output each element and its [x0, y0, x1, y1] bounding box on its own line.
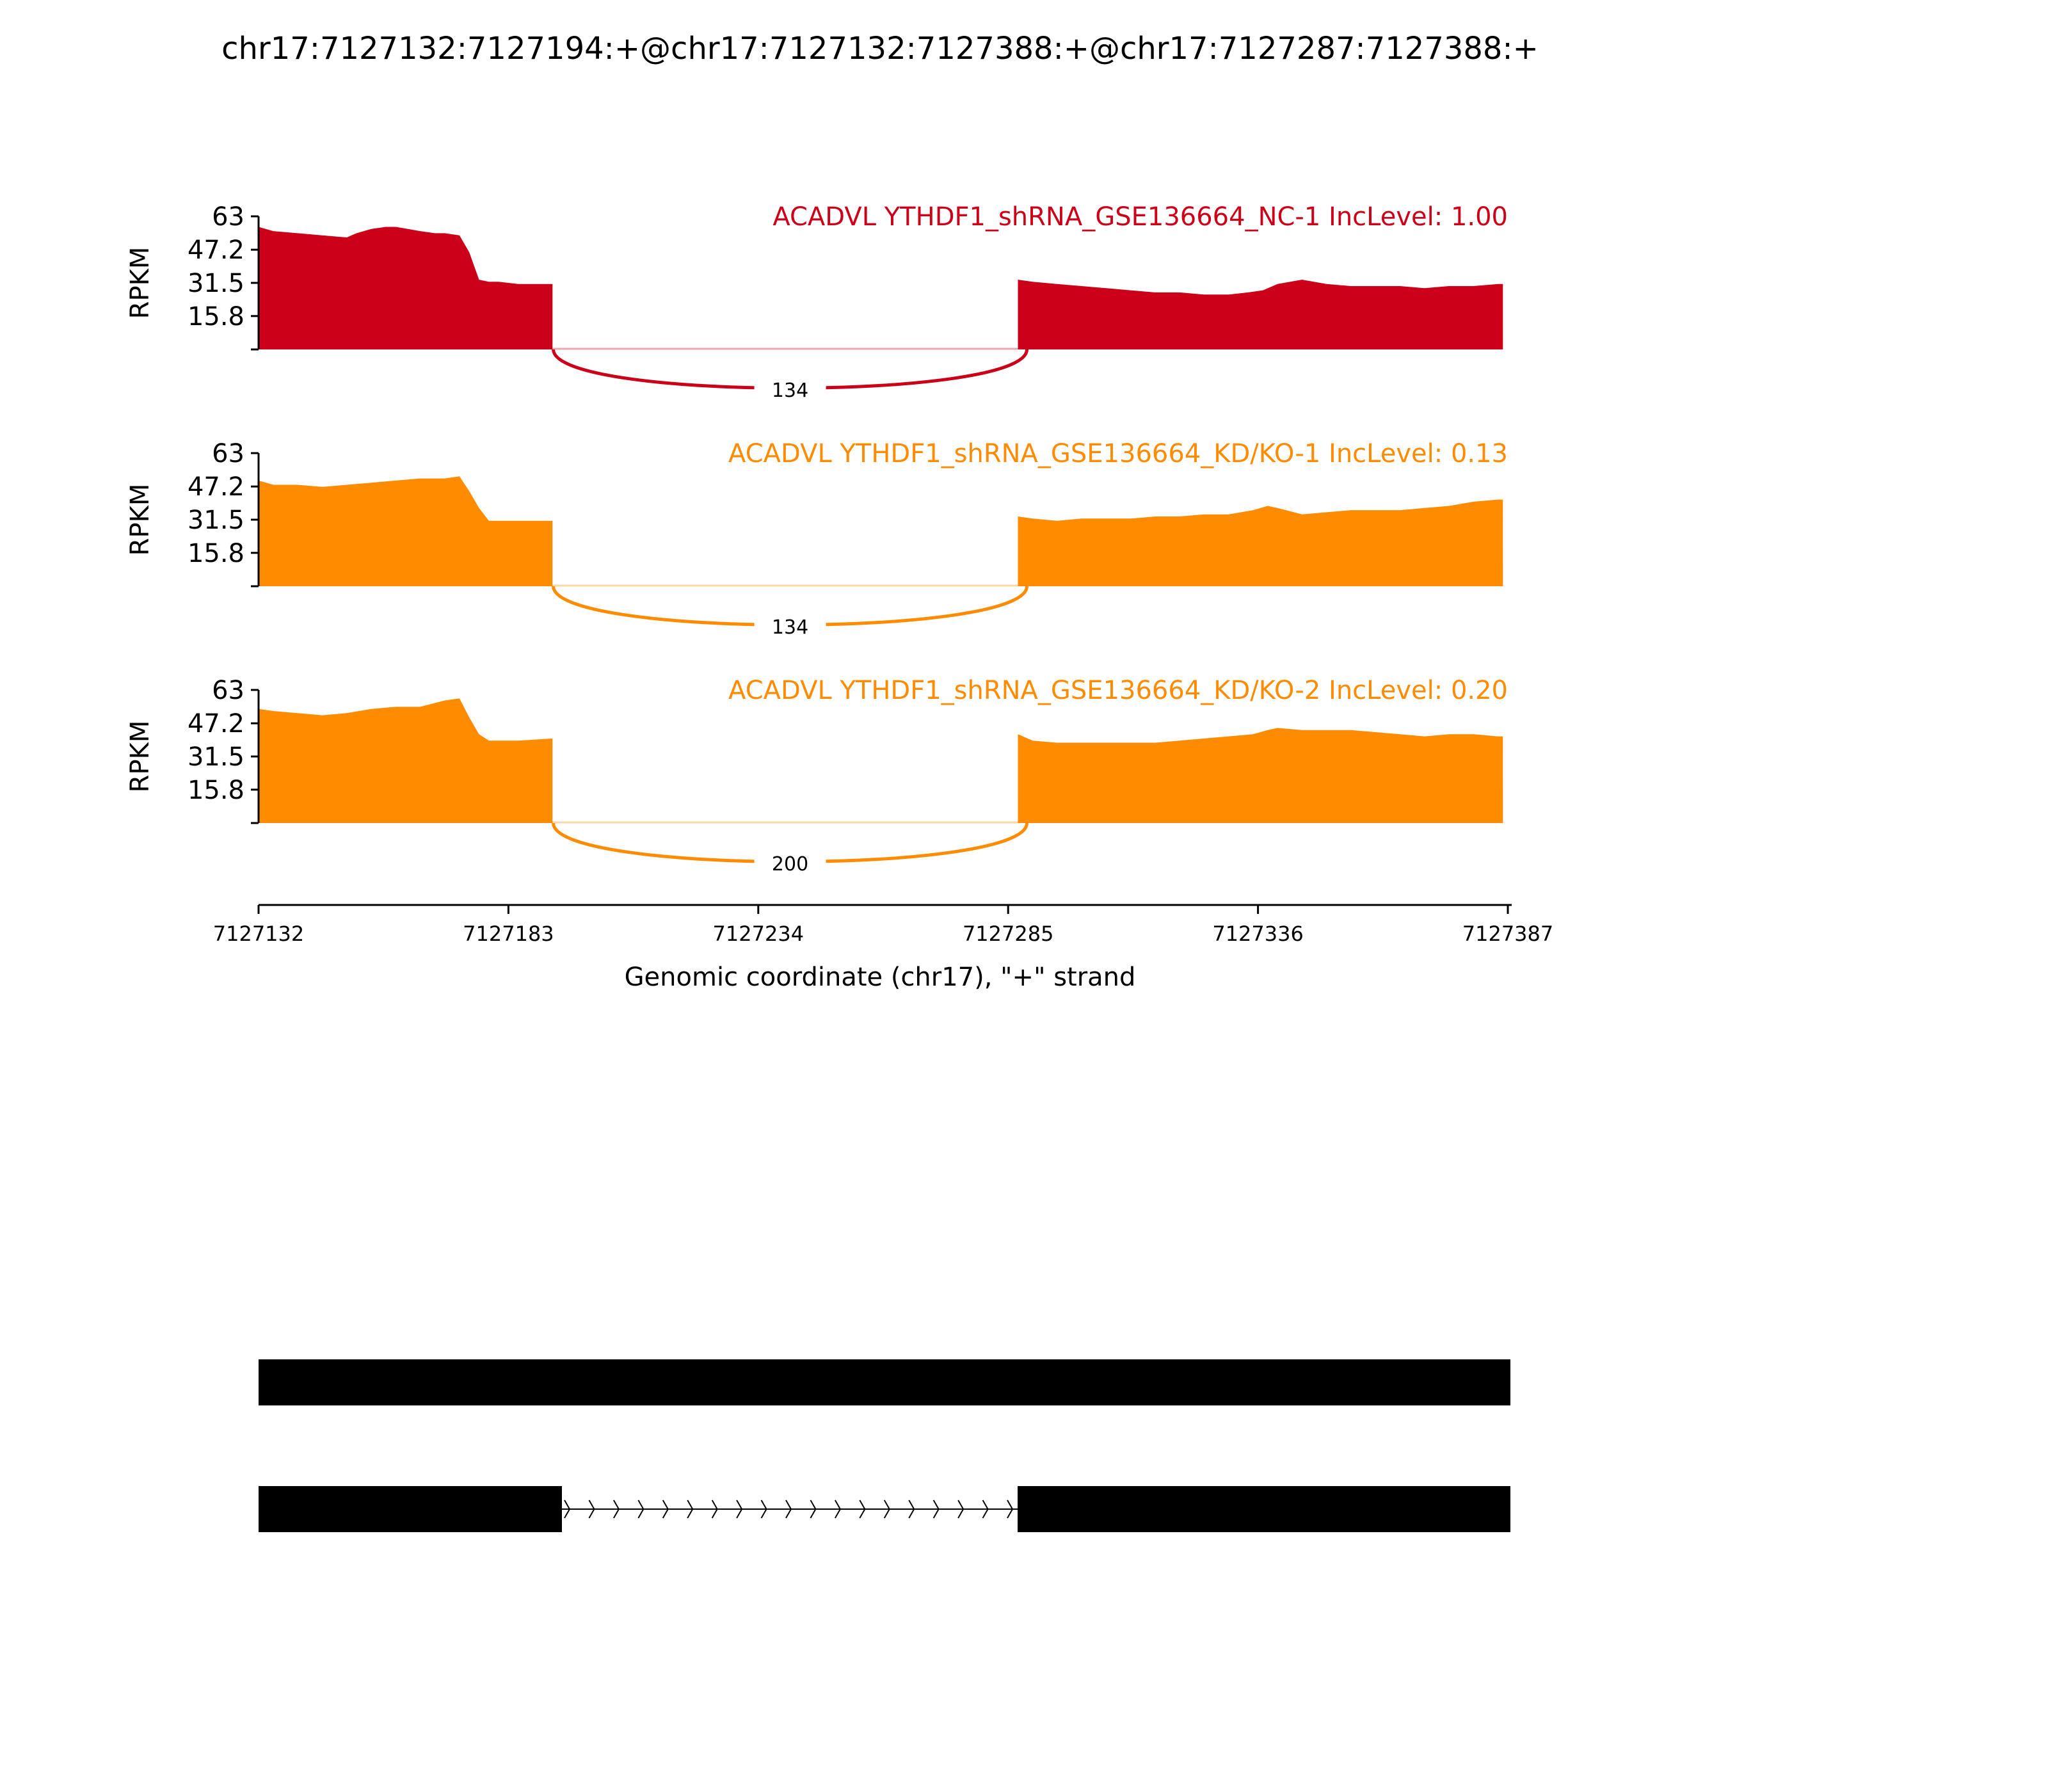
x-tick-label: 7127234	[713, 922, 804, 946]
intron-strand-arrow	[835, 1500, 842, 1519]
coverage-area-exon1	[259, 698, 553, 823]
intron-strand-arrow	[908, 1500, 915, 1519]
intron-strand-arrow	[810, 1500, 817, 1519]
figure-title: chr17:7127132:7127194:+@chr17:7127132:71…	[221, 31, 1539, 67]
coverage-area-exon2	[1018, 280, 1503, 349]
y-tick-label: 31.5	[188, 269, 244, 298]
isoform-2-exon-1	[259, 1486, 562, 1532]
track-label: ACADVL YTHDF1_shRNA_GSE136664_KD/KO-2 In…	[728, 676, 1508, 705]
y-tick-label: 47.2	[188, 709, 244, 739]
y-tick-label: 15.8	[188, 539, 244, 568]
track-label: ACADVL YTHDF1_shRNA_GSE136664_KD/KO-1 In…	[728, 439, 1508, 468]
coverage-area-exon2	[1018, 728, 1503, 823]
coverage-area-exon1	[259, 227, 553, 349]
track-1: 134 15.8 31.5 47.2 63 RPKM ACADVL YTHDF1_shRNA…	[125, 202, 1508, 403]
y-tick-label: 63	[212, 439, 244, 468]
intron-strand-arrow	[957, 1500, 964, 1519]
y-tick-label: 47.2	[188, 472, 244, 502]
intron-strand-arrow	[1007, 1500, 1014, 1519]
intron-strand-arrow	[982, 1500, 989, 1519]
x-axis: 7127132 7127183 7127234 7127285 7127336 71273…	[213, 904, 1554, 946]
junction-count: 134	[772, 616, 808, 639]
intron-strand-arrow	[932, 1500, 940, 1519]
intron-strand-arrow	[687, 1500, 694, 1519]
intron-strand-arrow	[883, 1500, 890, 1519]
track-2: 134 15.8 31.5 47.2 63 RPKM ACADVL YTHDF1_shRNA…	[125, 439, 1508, 640]
track-3: 200 15.8 31.547.2 63 RPKM ACADVL YTHDF1_shRNA…	[125, 676, 1508, 877]
intron-strand-arrow	[859, 1500, 866, 1519]
y-axis-label: RPKM	[125, 484, 155, 556]
y-tick-label: 63	[212, 202, 244, 232]
y-tick-label: 15.8	[188, 302, 244, 332]
intron-strand-arrow	[662, 1500, 669, 1519]
junction-count: 134	[772, 380, 808, 402]
y-tick-label: 31.5	[188, 506, 244, 535]
x-axis-label: Genomic coordinate (chr17), "+" strand	[625, 963, 1136, 992]
y-tick-label: 15.8	[188, 776, 244, 805]
x-tick-label: 7127132	[213, 922, 305, 946]
intron-strand-arrow	[760, 1500, 767, 1519]
intron-strand-arrow	[564, 1500, 571, 1519]
intron-strand-arrow	[736, 1500, 743, 1519]
junction-label-bg	[754, 847, 826, 877]
y-axis-label: RPKM	[125, 247, 155, 319]
coverage-area-exon2	[1018, 499, 1503, 586]
x-tick-label: 7127387	[1462, 922, 1554, 946]
junction-label-bg	[754, 374, 826, 403]
x-tick-label: 7127336	[1212, 922, 1304, 946]
x-tick-label: 7127285	[963, 922, 1054, 946]
isoform-1-exon	[259, 1359, 1510, 1405]
x-tick-label: 7127183	[463, 922, 554, 946]
isoform-2-exon-2	[1018, 1486, 1510, 1532]
intron-strand-arrow	[785, 1500, 792, 1519]
intron-strand-arrow	[613, 1500, 620, 1519]
coverage-area-exon1	[259, 476, 553, 586]
intron-strand-arrow	[637, 1500, 644, 1519]
junction-count: 200	[772, 853, 808, 876]
y-tick-label: 63	[212, 676, 244, 705]
track-label: ACADVL YTHDF1_shRNA_GSE136664_NC-1 IncLe…	[772, 202, 1508, 232]
y-tick-label: 31.5	[188, 742, 244, 772]
y-axis-label: RPKM	[125, 721, 155, 793]
intron-strand-arrow	[588, 1500, 595, 1519]
junction-label-bg	[754, 611, 826, 640]
isoform-models	[259, 1359, 1510, 1532]
intron-strand-arrow	[711, 1500, 718, 1519]
y-tick-label: 47.2	[188, 236, 244, 265]
